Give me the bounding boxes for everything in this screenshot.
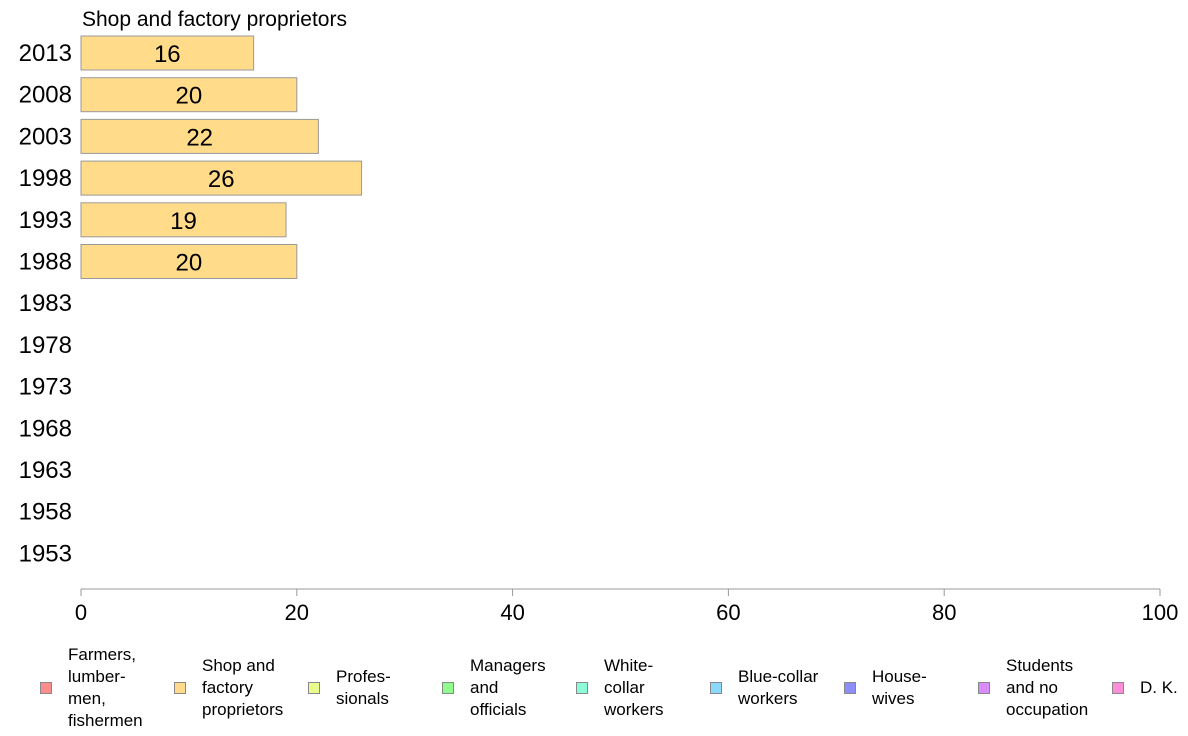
y-tick-label: 1973: [19, 374, 72, 401]
data-label: 20: [176, 83, 203, 110]
bar-chart: Shop and factory proprietors 16 20 22 26 19 2…: [19, 8, 1179, 625]
y-tick-label: 1978: [19, 332, 72, 359]
bar-1988: [80, 244, 298, 279]
y-tick-label: 1998: [19, 165, 72, 192]
legend-item: D. K.: [1112, 640, 1178, 736]
legend-label: House- wives: [872, 667, 927, 708]
legend-swatch: [174, 682, 186, 694]
legend: Farmers, lumber- men, fishermen Shop and …: [0, 640, 1188, 736]
y-tick-label: 2013: [19, 40, 72, 67]
data-label: 26: [208, 166, 235, 193]
y-tick-label: 1968: [19, 415, 72, 442]
bars-group: 16 20 22 26 19 20: [80, 35, 363, 279]
y-tick-label: 2003: [19, 123, 72, 150]
y-axis-labels: 2013 2008 2003 1998 1993 1988 1983 1978 1973 1968…: [19, 40, 72, 567]
bar-2008: [80, 77, 298, 113]
legend-swatch: [442, 682, 454, 694]
legend-item: Managers and officials: [442, 640, 546, 736]
y-tick-label: 1953: [19, 540, 72, 567]
y-tick-label: 2008: [19, 82, 72, 109]
y-tick-label: 1958: [19, 499, 72, 526]
x-tick-label: 80: [932, 600, 956, 625]
legend-label: D. K.: [1140, 678, 1178, 697]
legend-label: Profes- sionals: [336, 667, 391, 708]
legend-swatch: [710, 682, 722, 694]
legend-swatch: [40, 682, 52, 694]
y-tick-label: 1993: [19, 207, 72, 234]
bar-2013: [80, 35, 255, 71]
y-tick-label: 1983: [19, 290, 72, 317]
data-label: 20: [176, 250, 203, 277]
legend-item: Shop and factory proprietors: [174, 640, 283, 736]
legend-swatch: [308, 682, 320, 694]
legend-label: Blue-collar workers: [738, 667, 819, 708]
data-label: 22: [186, 124, 213, 151]
legend-label: Students and no occupation: [1006, 656, 1089, 719]
chart-title: Shop and factory proprietors: [82, 8, 347, 31]
legend-item: House- wives: [844, 640, 927, 736]
x-tick-label: 40: [500, 600, 524, 625]
legend-item: Farmers, lumber- men, fishermen: [40, 640, 143, 736]
legend-swatch: [844, 682, 856, 694]
bar-1993: [80, 202, 287, 238]
legend-swatch: [576, 682, 588, 694]
legend-label: Managers and officials: [470, 656, 546, 719]
legend-item: Profes- sionals: [308, 640, 391, 736]
legend-item: Blue-collar workers: [710, 640, 818, 736]
x-tick-label: 0: [75, 600, 87, 625]
legend-item: White- collar workers: [576, 640, 664, 736]
x-tick-label: 20: [285, 600, 309, 625]
legend-label: Shop and factory proprietors: [202, 656, 284, 719]
legend-item: Students and no occupation: [978, 640, 1088, 736]
bar-2003: [80, 118, 319, 154]
x-tick-label: 60: [716, 600, 740, 625]
legend-label: White- collar workers: [604, 656, 664, 719]
y-tick-label: 1988: [19, 249, 72, 276]
x-axis: 0 20 40 60 80 100: [75, 588, 1179, 625]
legend-label: Farmers, lumber- men, fishermen: [68, 645, 143, 730]
x-tick-label: 100: [1142, 600, 1179, 625]
legend-swatch: [1112, 682, 1124, 694]
legend-swatch: [978, 682, 990, 694]
bar-1998: [80, 160, 363, 196]
data-label: 16: [154, 41, 181, 68]
data-label: 19: [170, 208, 197, 235]
y-tick-label: 1963: [19, 457, 72, 484]
